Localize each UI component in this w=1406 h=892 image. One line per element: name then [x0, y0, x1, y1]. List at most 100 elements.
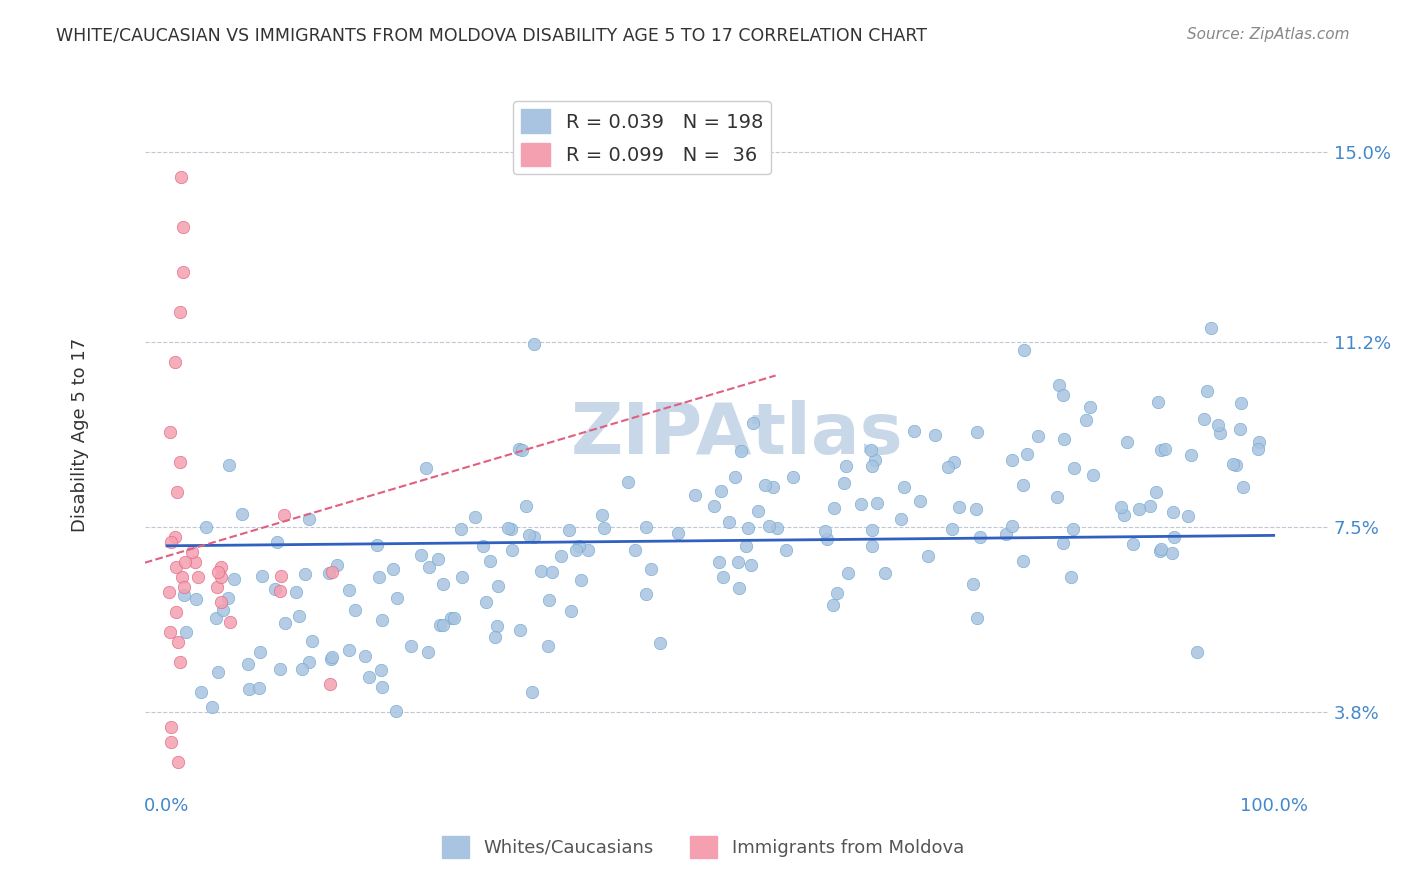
Point [1012, 478, 1035, 492]
Point [1194, 412, 1216, 426]
Point [1116, 434, 1139, 449]
Point [758, 518, 780, 533]
Point [236, 657, 259, 672]
Point [1053, 432, 1076, 446]
Point [371, 613, 394, 627]
Point [159, 624, 181, 639]
Point [1062, 522, 1084, 536]
Point [209, 595, 232, 609]
Point [209, 570, 232, 584]
Point [1060, 570, 1083, 584]
Point [560, 604, 582, 618]
Point [337, 582, 360, 597]
Point [568, 539, 591, 553]
Point [1161, 505, 1184, 519]
Point [269, 662, 291, 676]
Point [1206, 418, 1229, 433]
Point [186, 591, 208, 606]
Point [165, 605, 187, 619]
Point [183, 555, 205, 569]
Point [565, 543, 588, 558]
Point [1247, 442, 1270, 456]
Point [1109, 500, 1132, 515]
Point [157, 585, 180, 599]
Point [740, 558, 762, 572]
Point [172, 570, 194, 584]
Point [211, 603, 233, 617]
Point [727, 555, 749, 569]
Point [173, 588, 195, 602]
Point [538, 593, 561, 607]
Point [1180, 448, 1202, 462]
Legend: R = 0.039   N = 198, R = 0.099   N =  36: R = 0.039 N = 198, R = 0.099 N = 36 [513, 102, 770, 174]
Point [366, 538, 388, 552]
Point [172, 220, 194, 235]
Point [737, 521, 759, 535]
Point [634, 520, 657, 534]
Point [523, 336, 546, 351]
Point [1199, 320, 1222, 334]
Point [298, 512, 321, 526]
Point [231, 508, 253, 522]
Point [174, 624, 197, 639]
Point [966, 611, 988, 625]
Point [849, 497, 872, 511]
Point [274, 615, 297, 630]
Point [269, 584, 291, 599]
Point [941, 522, 963, 536]
Point [1208, 426, 1230, 441]
Point [717, 515, 740, 529]
Point [724, 470, 747, 484]
Point [217, 591, 239, 605]
Point [1222, 457, 1244, 471]
Point [194, 519, 217, 533]
Point [170, 170, 193, 185]
Point [508, 442, 530, 456]
Text: WHITE/CAUCASIAN VS IMMIGRANTS FROM MOLDOVA DISABILITY AGE 5 TO 17 CORRELATION CH: WHITE/CAUCASIAN VS IMMIGRANTS FROM MOLDO… [56, 27, 927, 45]
Point [429, 617, 451, 632]
Point [747, 503, 769, 517]
Point [859, 442, 882, 457]
Point [754, 478, 776, 492]
Point [1122, 537, 1144, 551]
Point [636, 587, 658, 601]
Point [450, 570, 472, 584]
Point [640, 562, 662, 576]
Point [591, 508, 613, 523]
Point [1150, 442, 1173, 457]
Point [370, 663, 392, 677]
Point [1153, 442, 1175, 456]
Point [1177, 508, 1199, 523]
Point [287, 608, 309, 623]
Point [160, 735, 183, 749]
Point [537, 640, 560, 654]
Point [1000, 453, 1022, 467]
Point [285, 585, 308, 599]
Point [650, 636, 672, 650]
Point [1078, 401, 1101, 415]
Point [167, 755, 190, 769]
Point [775, 542, 797, 557]
Point [321, 566, 343, 580]
Point [301, 633, 323, 648]
Point [204, 611, 226, 625]
Point [173, 580, 195, 594]
Point [190, 685, 212, 699]
Point [238, 681, 260, 696]
Point [209, 560, 232, 574]
Point [486, 619, 509, 633]
Point [1026, 429, 1049, 443]
Point [298, 655, 321, 669]
Point [440, 611, 463, 625]
Point [948, 500, 970, 514]
Point [910, 494, 932, 508]
Point [550, 549, 572, 563]
Point [624, 543, 647, 558]
Point [381, 562, 404, 576]
Text: ZIPAtlas: ZIPAtlas [571, 401, 903, 469]
Point [201, 700, 224, 714]
Point [371, 680, 394, 694]
Point [1149, 543, 1171, 558]
Point [814, 524, 837, 539]
Point [519, 527, 541, 541]
